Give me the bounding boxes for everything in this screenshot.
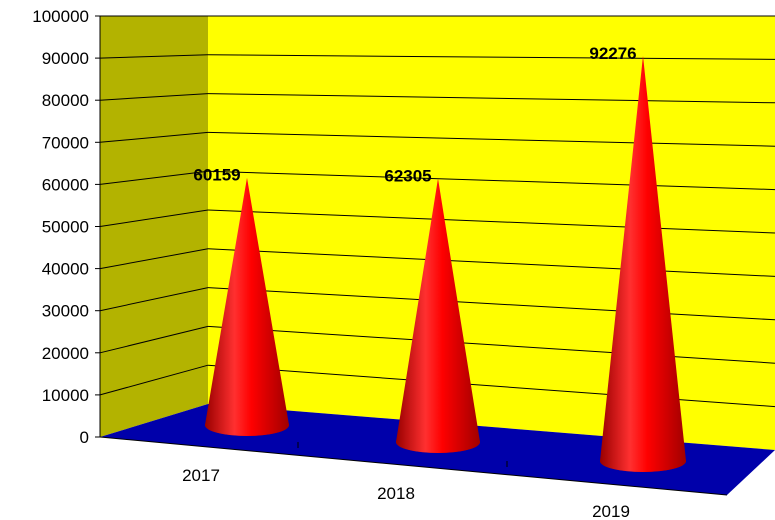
cone-2019 (600, 55, 686, 473)
gridline-side (99, 131, 209, 143)
x-axis-ticks: 2017 2018 2019 (182, 442, 630, 520)
x-tick-label: 2018 (377, 484, 415, 503)
gridline-side (99, 287, 209, 312)
gridline-back (207, 287, 775, 321)
x-tick-label: 2017 (182, 466, 220, 485)
gridline-back (207, 248, 775, 277)
data-label: 60159 (193, 166, 240, 185)
y-tick-label: 90000 (42, 49, 89, 68)
cone-2018 (396, 178, 480, 454)
y-tick-label: 30000 (42, 302, 89, 321)
y-tick-label: 40000 (42, 260, 89, 279)
gridline-back (207, 131, 775, 147)
gridline-back (207, 325, 775, 364)
gridline-back (207, 54, 775, 60)
gridlines (99, 15, 775, 408)
gridline-side (99, 248, 209, 270)
y-tick-label: 50000 (42, 218, 89, 237)
gridline-side (99, 93, 209, 101)
cone-body (205, 177, 289, 436)
y-tick-label: 80000 (42, 91, 89, 110)
gridline-back (207, 93, 775, 104)
back-wall (208, 16, 775, 450)
gridline-side (99, 170, 209, 185)
data-label: 62305 (384, 166, 431, 185)
cone-2017 (205, 177, 289, 436)
y-tick-label: 70000 (42, 133, 89, 152)
x-tick-label: 2019 (592, 502, 630, 520)
cone-series (205, 55, 686, 473)
gridline-back (207, 170, 775, 191)
y-tick-label: 10000 (42, 386, 89, 405)
y-axis-ticks: 0 10000 20000 30000 40000 50000 60000 70000 8000… (32, 7, 100, 447)
y-tick-label: 20000 (42, 344, 89, 363)
cone-body (396, 178, 480, 454)
y-tick-label: 0 (80, 428, 89, 447)
x-axis-line (99, 436, 728, 496)
gridline-side (99, 325, 209, 354)
cone-body (600, 55, 686, 473)
gridline-side (99, 364, 209, 396)
y-tick-label: 100000 (32, 7, 89, 26)
y-tick-label: 60000 (42, 175, 89, 194)
side-wall (100, 16, 208, 437)
gridline-side (99, 209, 209, 227)
gridline-back (207, 364, 775, 408)
gridline-back (207, 209, 775, 234)
gridline-side (99, 54, 209, 59)
data-labels: 60159 62305 92276 (193, 44, 636, 186)
data-label: 92276 (589, 44, 636, 63)
